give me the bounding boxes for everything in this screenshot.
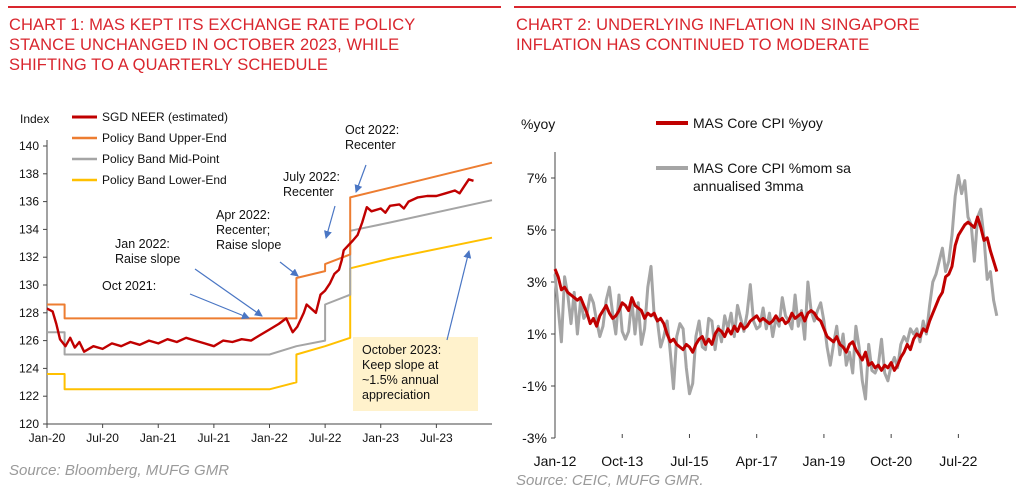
chart1-y-tick-label: 130 bbox=[19, 278, 39, 292]
chart1-annotation-arrow bbox=[189, 293, 250, 320]
chart1-annotation-text: ~1.5% annual bbox=[362, 373, 439, 387]
chart1-annotation-arrow bbox=[324, 205, 336, 239]
chart1-annotation-text: October 2023: bbox=[362, 343, 441, 357]
chart2-y-tick-label: -1% bbox=[522, 378, 547, 394]
chart1-series-line bbox=[46, 178, 474, 353]
chart1-series-line bbox=[47, 236, 493, 391]
chart1-title-line: CHART 1: MAS KEPT ITS EXCHANGE RATE POLI… bbox=[9, 16, 416, 34]
chart1-annotation-text: Oct 2021: bbox=[102, 279, 156, 293]
chart1-x-tick-label: Jan-21 bbox=[140, 431, 177, 445]
chart1-source: Source: Bloomberg, MUFG GMR bbox=[9, 462, 230, 479]
chart2-y-tick-label: 5% bbox=[527, 222, 547, 238]
chart1-y-tick-label: 136 bbox=[19, 195, 39, 209]
chart1-x-tick-label: Jan-20 bbox=[29, 431, 66, 445]
chart1-annotation-text: Recenter; bbox=[216, 223, 270, 237]
chart2-legend-label: MAS Core CPI %mom sa bbox=[693, 160, 851, 176]
chart2-y-tick-label: 1% bbox=[527, 326, 547, 342]
chart1-annotation-arrow bbox=[194, 268, 263, 317]
chart1-legend-label: Policy Band Mid-Point bbox=[102, 152, 220, 166]
chart1-x-tick-label: Jul-23 bbox=[420, 431, 453, 445]
chart2-y-axis-title: %yoy bbox=[521, 116, 555, 132]
chart2-x-tick-label: Jan-12 bbox=[534, 453, 577, 469]
chart1-y-tick-label: 120 bbox=[19, 417, 39, 431]
chart1-annotation-text: Keep slope at bbox=[362, 358, 439, 372]
chart2-x-tick-label: Jul-22 bbox=[939, 453, 977, 469]
chart1-series-line bbox=[47, 199, 493, 356]
chart1-legend-label: Policy Band Lower-End bbox=[102, 173, 227, 187]
chart1-y-tick-label: 138 bbox=[19, 167, 39, 181]
chart1-annotation-text: Recenter bbox=[283, 185, 334, 199]
chart1-annotation-text: Oct 2022: bbox=[345, 123, 399, 137]
chart1-annotation-text: appreciation bbox=[362, 388, 430, 402]
chart2-x-tick-label: Jan-19 bbox=[803, 453, 846, 469]
chart1-annotation-text: Apr 2022: bbox=[216, 208, 270, 222]
chart1-series-line bbox=[47, 161, 493, 320]
chart1-x-tick-label: Jan-23 bbox=[362, 431, 399, 445]
chart1-annotation-text: Recenter bbox=[345, 138, 396, 152]
chart2-x-tick-label: Oct-20 bbox=[870, 453, 912, 469]
chart1-annotation-text: Raise slope bbox=[115, 252, 180, 266]
chart2-title-line: INFLATION HAS CONTINUED TO MODERATE bbox=[516, 36, 870, 54]
chart1-y-tick-label: 134 bbox=[19, 222, 39, 236]
chart1-y-axis-title: Index bbox=[20, 112, 49, 126]
chart1-x-tick-label: Jul-22 bbox=[309, 431, 342, 445]
chart1-x-tick-label: Jul-21 bbox=[198, 431, 231, 445]
chart2-y-tick-label: 7% bbox=[527, 170, 547, 186]
chart1-x-tick-label: Jan-22 bbox=[251, 431, 288, 445]
chart2-title: CHART 2: UNDERLYING INFLATION IN SINGAPO… bbox=[516, 15, 920, 55]
chart1-annotation-arrow bbox=[354, 164, 367, 193]
chart2-title-line: CHART 2: UNDERLYING INFLATION IN SINGAPO… bbox=[516, 16, 920, 34]
chart1-y-tick-label: 132 bbox=[19, 250, 39, 264]
chart2-legend-label: MAS Core CPI %yoy bbox=[693, 115, 823, 131]
chart2-x-tick-label: Jul-15 bbox=[670, 453, 708, 469]
chart1-y-tick-label: 122 bbox=[19, 389, 39, 403]
chart2-legend-label: annualised 3mma bbox=[693, 178, 804, 194]
chart2-y-tick-label: 3% bbox=[527, 274, 547, 290]
chart1-top-rule bbox=[8, 6, 501, 8]
chart2-series-line bbox=[553, 215, 999, 372]
chart1-y-tick-label: 124 bbox=[19, 361, 39, 375]
chart1-annotation-arrow bbox=[446, 250, 472, 341]
chart2-y-tick-label: -3% bbox=[522, 430, 547, 446]
chart2-x-tick-label: Apr-17 bbox=[736, 453, 778, 469]
chart1-title-line: SHIFTING TO A QUARTERLY SCHEDULE bbox=[9, 56, 328, 74]
chart1-y-tick-label: 140 bbox=[19, 139, 39, 153]
chart2-source: Source: CEIC, MUFG GMR. bbox=[516, 472, 704, 489]
chart1-title-line: STANCE UNCHANGED IN OCTOBER 2023, WHILE bbox=[9, 36, 400, 54]
chart1-title: CHART 1: MAS KEPT ITS EXCHANGE RATE POLI… bbox=[9, 15, 415, 75]
chart1-annotation-text: Jan 2022: bbox=[115, 237, 170, 251]
chart1-annotation-text: July 2022: bbox=[283, 170, 340, 184]
chart2-series-line bbox=[553, 173, 999, 401]
chart1-x-tick-label: Jul-20 bbox=[86, 431, 119, 445]
chart2-top-rule bbox=[514, 6, 1016, 8]
chart1-y-tick-label: 126 bbox=[19, 334, 39, 348]
chart1-y-tick-label: 128 bbox=[19, 306, 39, 320]
chart1-annotation-text: Raise slope bbox=[216, 238, 281, 252]
chart1-legend-label: Policy Band Upper-End bbox=[102, 131, 227, 145]
chart1-callout-box bbox=[353, 337, 478, 411]
chart1-annotation-arrow bbox=[279, 261, 299, 277]
chart1-legend-label: SGD NEER (estimated) bbox=[102, 110, 228, 124]
chart2-x-tick-label: Oct-13 bbox=[601, 453, 643, 469]
